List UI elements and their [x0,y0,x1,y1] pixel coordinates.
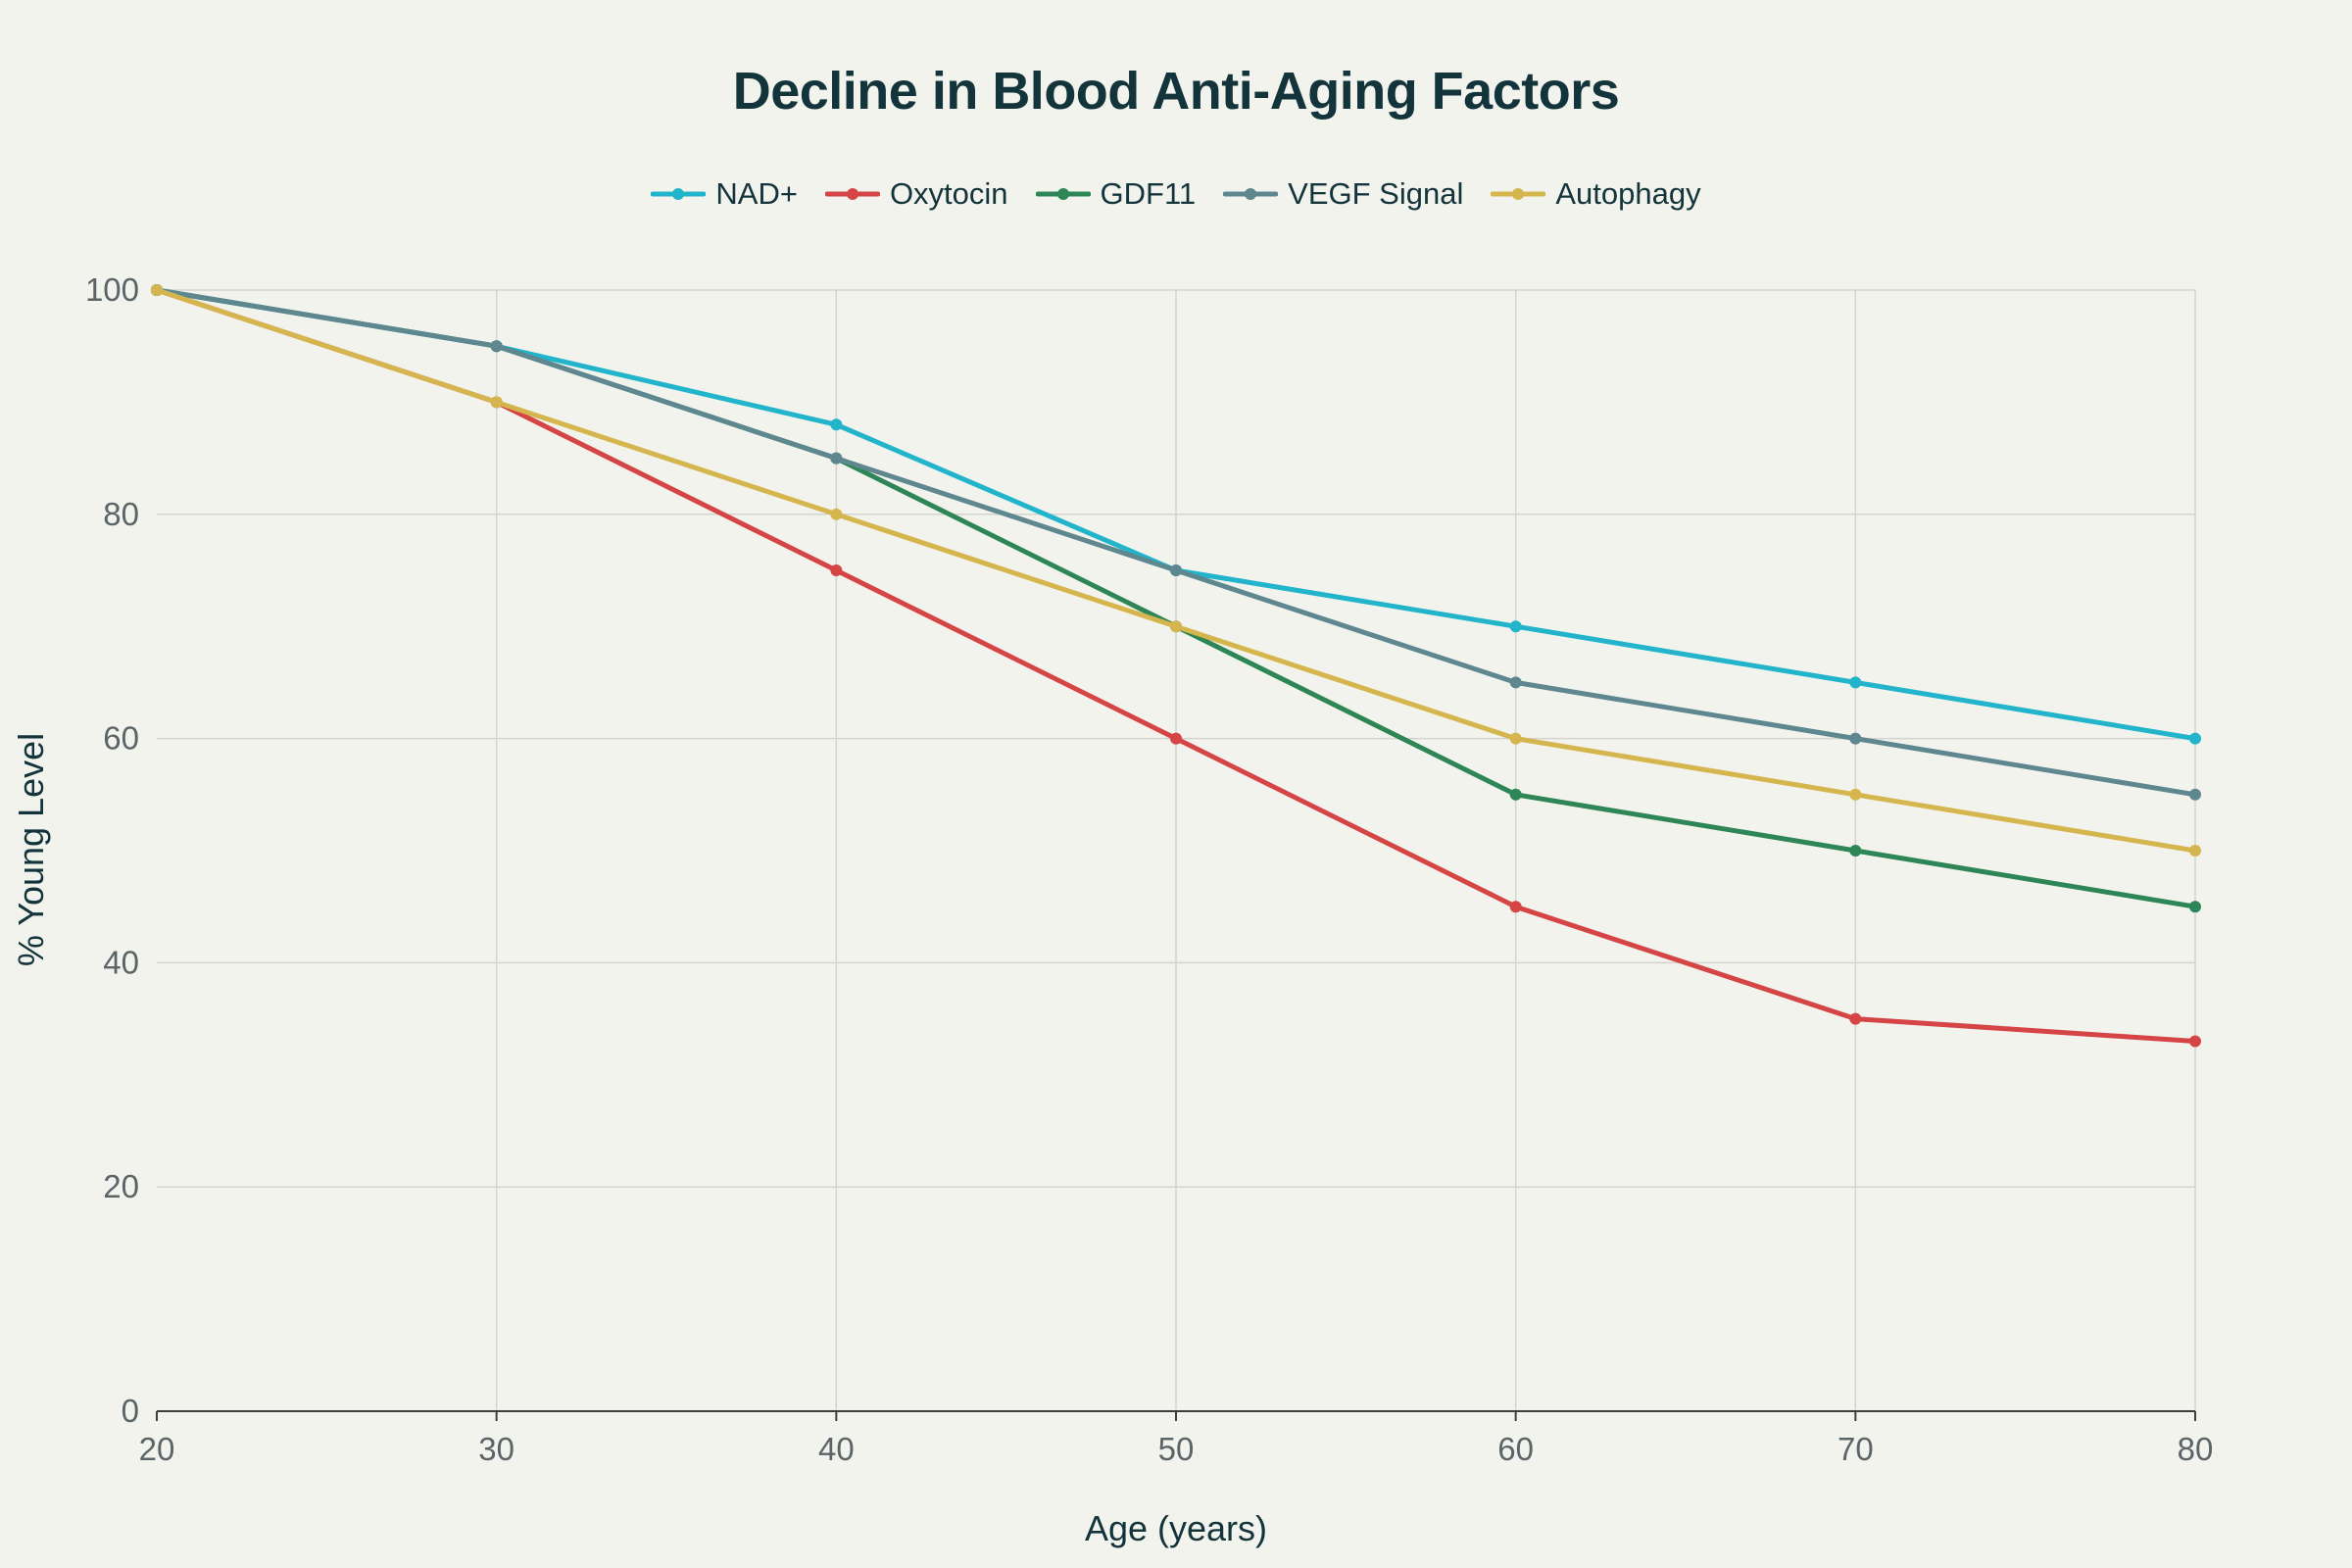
legend-label-oxytocin: Oxytocin [889,176,1008,211]
data-point-autophagy [151,284,163,296]
data-point-autophagy [830,508,843,520]
legend-item-vegf-signal[interactable]: VEGF Signal [1223,176,1463,212]
x-tick-label: 60 [1497,1431,1534,1467]
series-autophagy [151,284,2201,857]
data-point-vegf-signal [830,452,843,465]
y-tick-label: 80 [103,496,139,532]
data-point-oxytocin [1849,1012,1862,1025]
y-tick-label: 60 [103,720,139,757]
y-tick-label: 0 [122,1393,139,1429]
y-tick-label: 100 [85,271,139,308]
y-tick-label: 40 [103,944,139,980]
x-tick-label: 20 [139,1431,175,1467]
legend-swatch-autophagy [1491,188,1546,200]
data-point-autophagy [490,396,503,409]
chart-title: Decline in Blood Anti-Aging Factors [732,62,1620,121]
x-tick-label: 70 [1838,1431,1874,1467]
data-point-vegf-signal [1849,732,1862,745]
legend-label-autophagy: Autophagy [1555,176,1701,211]
data-point-oxytocin [1170,732,1182,745]
legend-label-vegf-signal: VEGF Signal [1288,176,1464,211]
legend-item-autophagy[interactable]: Autophagy [1491,176,1701,212]
x-axis-label: Age (years) [1085,1508,1267,1548]
data-point-nad [2189,732,2201,745]
data-point-vegf-signal [2189,788,2201,801]
x-tick-label: 80 [2178,1431,2214,1467]
legend-label-gdf11: GDF11 [1100,176,1197,211]
legend-item-gdf11[interactable]: GDF11 [1035,176,1197,212]
data-point-autophagy [1509,732,1522,745]
legend-swatch-oxytocin [824,188,880,200]
data-point-gdf11 [2189,901,2201,913]
data-point-autophagy [2189,845,2201,857]
data-point-vegf-signal [490,340,503,353]
data-point-gdf11 [1849,845,1862,857]
data-point-nad [1509,620,1522,633]
data-point-autophagy [1170,620,1182,633]
data-point-oxytocin [2189,1035,2201,1048]
x-tick-label: 40 [818,1431,855,1467]
y-axis-label: % Young Level [11,733,51,966]
x-tick-label: 50 [1158,1431,1195,1467]
data-point-autophagy [1849,788,1862,801]
data-point-oxytocin [830,564,843,576]
data-point-gdf11 [1509,788,1522,801]
legend-swatch-vegf-signal [1223,188,1279,200]
series-vegf-signal [151,284,2201,801]
data-point-nad [830,418,843,431]
data-point-vegf-signal [1509,676,1522,689]
y-tick-label: 20 [103,1168,139,1204]
legend-item-oxytocin[interactable]: Oxytocin [824,176,1008,212]
legend-item-nad[interactable]: NAD+ [651,176,798,212]
x-tick-label: 30 [478,1431,514,1467]
legend-swatch-gdf11 [1035,188,1091,200]
data-point-vegf-signal [1170,564,1182,576]
legend-swatch-nad [651,188,707,200]
data-point-oxytocin [1509,901,1522,913]
data-point-nad [1849,676,1862,689]
legend-label-nad: NAD+ [715,176,798,211]
legend: NAD+ Oxytocin GDF11 VEGF Signal Autophagy [0,176,2352,212]
